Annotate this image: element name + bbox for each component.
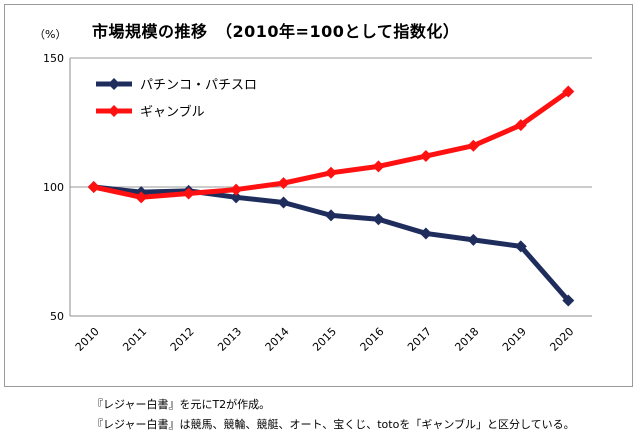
x-tick-label-2014: 2014 <box>263 325 292 354</box>
x-tick-label-2015: 2015 <box>310 325 339 354</box>
series-2-point-2020 <box>562 85 575 98</box>
series-1-point-2014 <box>277 196 290 209</box>
x-tick-label-2020: 2020 <box>547 325 576 354</box>
series-2-point-2019 <box>514 119 527 132</box>
chart-title: 市場規模の推移 （2010年=100として指数化） <box>92 22 460 41</box>
x-tick-label-2018: 2018 <box>452 325 481 354</box>
series-1-point-2013 <box>230 191 243 204</box>
legend-marker-1 <box>108 78 120 90</box>
series-1-point-2015 <box>325 209 337 222</box>
series-1-point-2020 <box>562 294 575 307</box>
source-note: 『レジャー白書』を元にT2が作成。 <box>92 398 271 411</box>
series-2-point-2016 <box>372 160 385 173</box>
series-2-point-2018 <box>467 139 480 152</box>
x-tick-label-2013: 2013 <box>215 325 244 354</box>
x-tick-label-2017: 2017 <box>405 325 434 354</box>
series-1-point-2016 <box>372 213 385 226</box>
x-tick-label-2016: 2016 <box>358 325 387 354</box>
series-2-point-2012 <box>182 187 195 200</box>
y-tick-label-100: 100 <box>43 181 64 194</box>
series-1-point-2019 <box>514 240 527 253</box>
chart-frame <box>4 4 633 387</box>
series-2-point-2015 <box>325 166 337 179</box>
y-tick-label-50: 50 <box>50 310 64 323</box>
x-tick-label-2019: 2019 <box>500 325 529 354</box>
series-1-point-2017 <box>419 227 432 240</box>
series-2-point-2017 <box>419 150 432 163</box>
legend-marker-2 <box>108 105 120 117</box>
series-1-point-2018 <box>467 233 480 246</box>
y-unit-label: （%） <box>34 28 67 41</box>
series-line-1 <box>91 184 571 304</box>
x-tick-label-2010: 2010 <box>73 325 102 354</box>
series-2-point-2011 <box>135 191 148 204</box>
series-2-point-2010 <box>87 181 100 193</box>
x-tick-label-2011: 2011 <box>120 325 149 354</box>
series-2-point-2014 <box>277 177 290 190</box>
y-tick-label-150: 150 <box>43 52 64 65</box>
series-2-point-2013 <box>230 183 243 196</box>
legend-label-2: ギャンブル <box>140 104 205 120</box>
category-note: 『レジャー白書』は競馬、競輪、競艇、オート、宝くじ、totoを「ギャンブル」と区… <box>92 418 575 431</box>
x-tick-label-2012: 2012 <box>168 325 197 354</box>
legend-label-1: パチンコ・パチスロ <box>140 78 257 93</box>
